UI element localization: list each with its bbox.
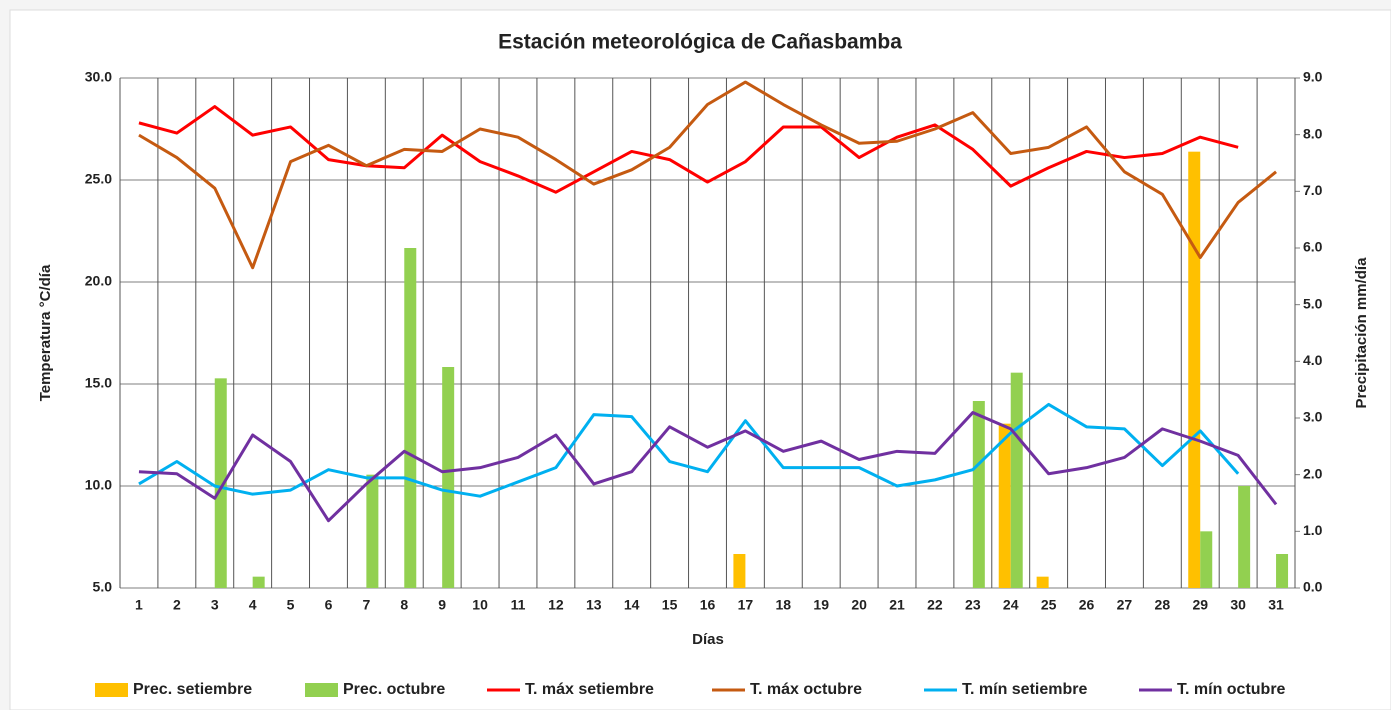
x-tick-label: 5	[287, 597, 295, 613]
y-tick-label: 15.0	[85, 375, 112, 391]
bar	[1010, 372, 1023, 588]
x-tick-label: 9	[438, 597, 446, 613]
x-tick-label: 29	[1192, 597, 1208, 613]
y-tick-label: 20.0	[85, 273, 112, 289]
legend-label: T. máx octubre	[750, 681, 862, 698]
y2-tick-label: 7.0	[1303, 182, 1323, 198]
bar	[442, 367, 455, 588]
legend-label: T. mín setiembre	[962, 681, 1087, 698]
x-tick-label: 3	[211, 597, 219, 613]
x-tick-label: 7	[362, 597, 370, 613]
y2-axis-label: Precipitación mm/día	[1353, 257, 1370, 409]
x-tick-label: 2	[173, 597, 181, 613]
y-axis-label: Temperatura °C/día	[37, 264, 54, 401]
x-tick-label: 1	[135, 597, 143, 613]
x-axis-label: Días	[692, 631, 724, 648]
y-tick-label: 5.0	[93, 579, 113, 595]
bar	[1200, 531, 1213, 588]
bar	[404, 248, 417, 588]
x-tick-label: 23	[965, 597, 981, 613]
x-tick-label: 24	[1003, 597, 1019, 613]
x-tick-label: 15	[662, 597, 678, 613]
line-series	[138, 105, 1239, 194]
x-tick-label: 27	[1117, 597, 1133, 613]
bar	[998, 423, 1011, 588]
y2-tick-label: 5.0	[1303, 295, 1323, 311]
bar	[1276, 554, 1289, 588]
legend-label: T. mín octubre	[1177, 681, 1286, 698]
x-tick-label: 13	[586, 597, 602, 613]
x-tick-label: 26	[1079, 597, 1095, 613]
x-tick-label: 16	[700, 597, 716, 613]
x-tick-label: 21	[889, 597, 905, 613]
line-series	[138, 402, 1240, 498]
y2-tick-label: 2.0	[1303, 465, 1323, 481]
x-tick-label: 8	[400, 597, 408, 613]
bar	[214, 378, 227, 588]
x-tick-label: 19	[813, 597, 829, 613]
y-tick-label: 25.0	[85, 171, 112, 187]
x-tick-label: 28	[1155, 597, 1171, 613]
x-tick-label: 12	[548, 597, 564, 613]
y2-tick-label: 3.0	[1303, 409, 1323, 425]
x-tick-label: 10	[472, 597, 488, 613]
bar	[1188, 151, 1201, 588]
bar	[972, 401, 985, 588]
legend-label: Prec. setiembre	[133, 681, 252, 698]
bar	[1238, 486, 1251, 588]
x-tick-label: 14	[624, 597, 640, 613]
x-tick-label: 30	[1230, 597, 1246, 613]
legend-swatch	[305, 683, 338, 697]
chart-title: Estación meteorológica de Cañasbamba	[498, 31, 902, 54]
bar	[1036, 576, 1049, 588]
legend-label: T. máx setiembre	[525, 681, 654, 698]
x-tick-label: 18	[776, 597, 792, 613]
y2-tick-label: 0.0	[1303, 579, 1323, 595]
bar	[733, 554, 746, 588]
x-tick-label: 4	[249, 597, 257, 613]
bar	[366, 474, 379, 588]
y2-tick-label: 8.0	[1303, 125, 1323, 141]
x-tick-label: 25	[1041, 597, 1057, 613]
y-tick-label: 10.0	[85, 477, 112, 493]
line-series	[138, 411, 1278, 523]
legend-swatch	[95, 683, 128, 697]
y-tick-label: 30.0	[85, 69, 112, 85]
line-series	[138, 80, 1277, 270]
y2-tick-label: 4.0	[1303, 352, 1323, 368]
x-tick-label: 31	[1268, 597, 1284, 613]
x-tick-label: 20	[851, 597, 867, 613]
legend-label: Prec. octubre	[343, 681, 445, 698]
x-tick-label: 22	[927, 597, 943, 613]
x-tick-label: 17	[738, 597, 754, 613]
bar	[252, 576, 265, 588]
y2-tick-label: 1.0	[1303, 522, 1323, 538]
x-tick-label: 11	[511, 597, 526, 613]
x-tick-label: 6	[325, 597, 333, 613]
y2-tick-label: 9.0	[1303, 69, 1323, 85]
y2-tick-label: 6.0	[1303, 239, 1323, 255]
